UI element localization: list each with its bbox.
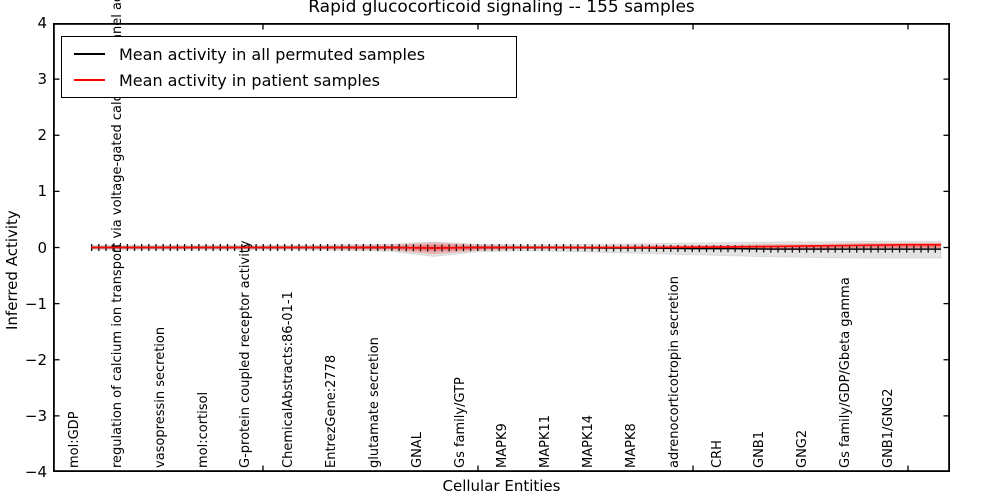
x-axis-label: Cellular Entities xyxy=(442,477,561,495)
patient-line-swatch xyxy=(74,79,105,81)
legend-entry-patient: Mean activity in patient samples xyxy=(62,67,516,93)
legend: Mean activity in all permuted samples Me… xyxy=(61,36,517,98)
plot-area xyxy=(53,23,950,472)
permuted-line-swatch xyxy=(74,53,105,55)
legend-label-permuted: Mean activity in all permuted samples xyxy=(119,44,426,64)
legend-label-patient: Mean activity in patient samples xyxy=(119,70,380,90)
y-tick-label: 1 xyxy=(37,182,47,201)
y-tick-label: −1 xyxy=(24,294,47,313)
y-tick-label: −3 xyxy=(24,406,47,425)
chart-title: Rapid glucocorticoid signaling -- 155 sa… xyxy=(308,0,695,17)
y-tick-label: −2 xyxy=(24,350,47,369)
y-tick-label: 3 xyxy=(37,70,47,89)
y-tick-label: 2 xyxy=(37,126,47,145)
legend-entry-permuted: Mean activity in all permuted samples xyxy=(62,41,516,67)
y-tick-label: 0 xyxy=(37,238,47,257)
y-tick-label: 4 xyxy=(37,14,47,32)
y-tick-label: −4 xyxy=(24,463,47,481)
